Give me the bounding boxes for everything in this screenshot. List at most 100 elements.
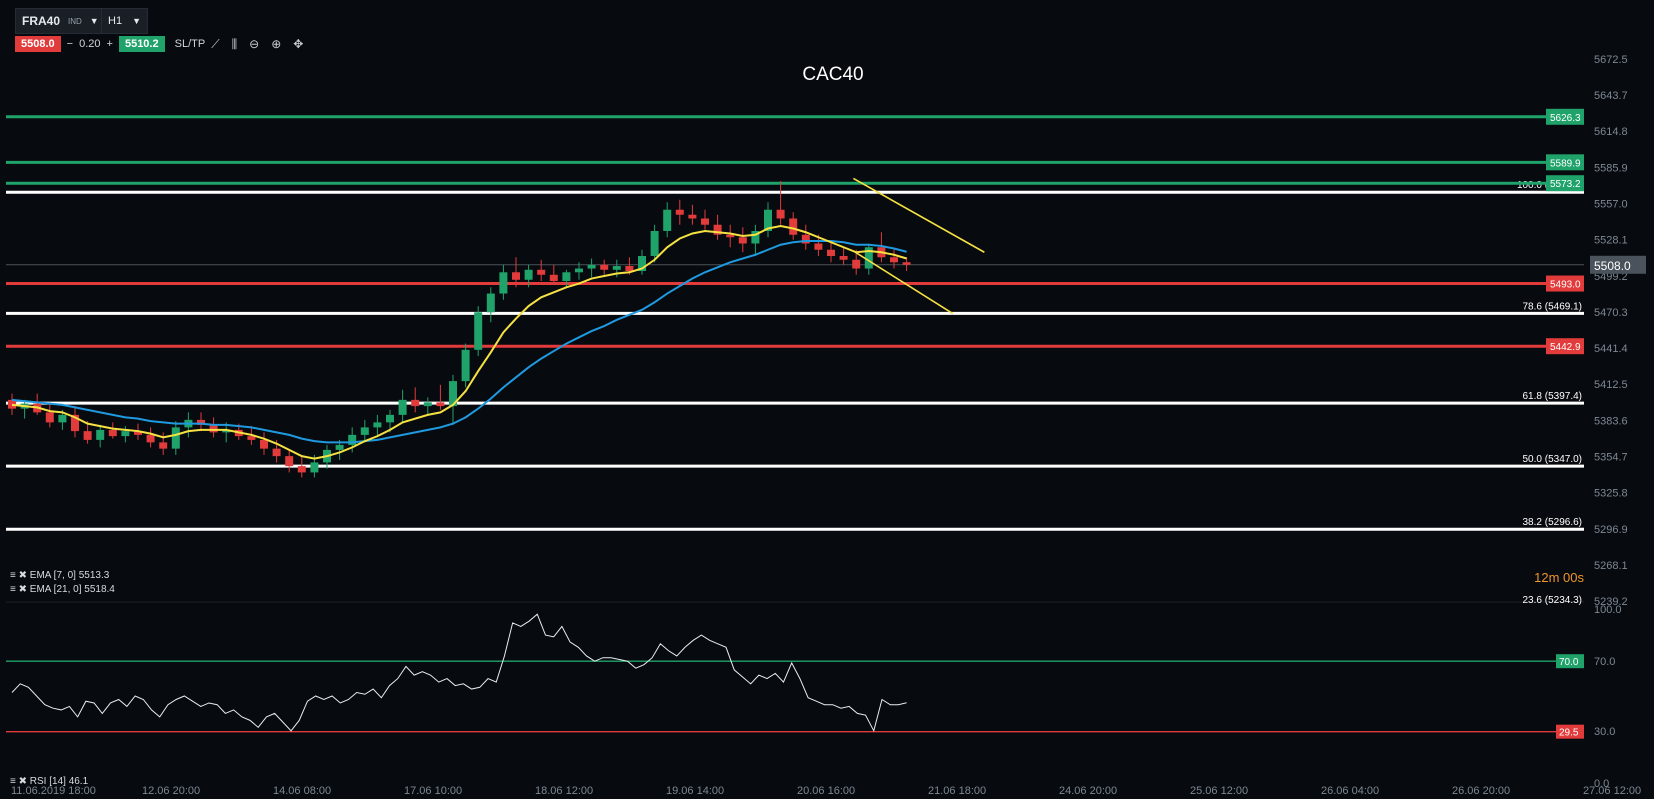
y-tick-label: 5412.5 bbox=[1594, 379, 1628, 391]
candle-body bbox=[688, 214, 697, 219]
fib-label: 78.6 (5469.1) bbox=[1523, 301, 1583, 312]
candle-body bbox=[386, 414, 394, 423]
sltp-button[interactable]: SL/TP bbox=[174, 38, 206, 50]
rsi-legend: ≡ ✖ RSI [14] 46.1 bbox=[10, 776, 89, 787]
toolbar: ⟋ ⫼ ⊖ ⊕ ✥ bbox=[211, 37, 303, 52]
y-tick-label: 5441.4 bbox=[1594, 343, 1628, 355]
candle-body bbox=[83, 431, 92, 440]
candle-body bbox=[499, 272, 508, 294]
ema7-label: EMA [7, 0] 5513.3 bbox=[29, 570, 110, 581]
timeframe-selector[interactable]: H1 ▼ bbox=[101, 8, 148, 34]
chevron-down-icon: ▼ bbox=[132, 16, 141, 26]
candle-body bbox=[612, 266, 621, 270]
rsi-level-label: 29.5 bbox=[1559, 728, 1579, 739]
y-tick-label: 5296.9 bbox=[1594, 524, 1628, 536]
candle-body bbox=[864, 247, 873, 269]
zoom-out-icon[interactable]: ⊖ bbox=[249, 37, 260, 51]
candle-body bbox=[197, 419, 205, 425]
x-tick-label: 27.06 12:00 bbox=[1583, 785, 1641, 797]
candle-body bbox=[297, 466, 306, 473]
spread-decrease-button[interactable]: − bbox=[66, 38, 74, 50]
candle-timer: 12m 00s bbox=[1534, 570, 1584, 585]
candle-body bbox=[222, 429, 231, 433]
candle-body bbox=[537, 269, 546, 275]
y-tick-label: 5585.9 bbox=[1594, 162, 1628, 174]
candle-body bbox=[58, 414, 67, 423]
symbol-selector[interactable]: FRA40 IND ▼ bbox=[15, 8, 106, 34]
candle-body bbox=[247, 436, 256, 440]
candle-body bbox=[814, 243, 823, 250]
y-tick-label: 5643.7 bbox=[1594, 90, 1628, 102]
rsi-level-label: 70.0 bbox=[1559, 657, 1579, 668]
candle-body bbox=[96, 429, 105, 440]
fib-label: 50.0 (5347.0) bbox=[1523, 454, 1583, 465]
candle-body bbox=[701, 218, 709, 225]
candle-body bbox=[587, 264, 596, 269]
candle-body bbox=[373, 422, 382, 428]
resistance-label: 5589.9 bbox=[1550, 158, 1581, 169]
support-label: 5493.0 bbox=[1550, 280, 1581, 291]
fib-label: 38.2 (5296.6) bbox=[1523, 517, 1583, 528]
spread-value: 0.20 bbox=[79, 38, 101, 50]
y-tick-label: 5354.7 bbox=[1594, 452, 1628, 464]
ema21-label: EMA [21, 0] 5518.4 bbox=[29, 584, 115, 595]
candles-icon[interactable]: ⫼ bbox=[231, 36, 238, 51]
move-icon[interactable]: ✥ bbox=[293, 37, 304, 51]
candle-body bbox=[663, 209, 672, 231]
instrument-type: IND bbox=[68, 16, 82, 26]
candle-body bbox=[738, 237, 747, 244]
fib-label: 23.6 (5234.3) bbox=[1523, 595, 1583, 606]
rsi-label: RSI [14] 46.1 bbox=[29, 776, 89, 787]
candle-body bbox=[423, 402, 432, 407]
trade-bar: 5508.0 − 0.20 + 5510.2 SL/TP ⟋ ⫼ ⊖ ⊕ ✥ bbox=[15, 34, 303, 54]
ema21-legend: ≡ ✖ EMA [21, 0] 5518.4 bbox=[10, 584, 115, 595]
sell-button[interactable]: 5508.0 bbox=[15, 36, 61, 52]
candle-body bbox=[839, 256, 848, 260]
resistance-badge bbox=[1546, 108, 1584, 125]
candle-body bbox=[827, 249, 835, 257]
candle-body bbox=[134, 431, 142, 435]
chart-title: CAC40 bbox=[802, 64, 864, 85]
x-tick-label: 11.06.2019 18:00 bbox=[11, 785, 96, 797]
x-tick-label: 26.06 20:00 bbox=[1452, 785, 1510, 797]
resistance-label: 5626.3 bbox=[1550, 113, 1581, 124]
candle-body bbox=[713, 224, 722, 235]
rsi-level-badge bbox=[1556, 724, 1584, 739]
candle-body bbox=[121, 431, 130, 437]
chevron-down-icon: ▼ bbox=[89, 16, 99, 26]
timeframe-label: H1 bbox=[108, 15, 123, 27]
buy-button[interactable]: 5510.2 bbox=[118, 36, 165, 52]
y-tick-label: 5557.0 bbox=[1594, 198, 1628, 210]
x-tick-label: 26.06 04:00 bbox=[1321, 785, 1379, 797]
candle-body bbox=[8, 399, 16, 409]
candle-body bbox=[650, 230, 659, 257]
y-tick-label: 5470.3 bbox=[1594, 307, 1628, 319]
rsi-y-tick-label: 100.0 bbox=[1594, 604, 1622, 616]
line-chart-icon[interactable]: ⟋ bbox=[211, 36, 220, 51]
current-price-label: 5508.0 bbox=[1594, 259, 1631, 273]
channel-line bbox=[852, 177, 985, 253]
candle-body bbox=[902, 262, 911, 265]
candle-body bbox=[512, 272, 520, 280]
candle-body bbox=[398, 399, 407, 415]
zoom-in-icon[interactable]: ⊕ bbox=[271, 37, 282, 51]
candle-body bbox=[461, 349, 470, 382]
ema7-line bbox=[11, 224, 907, 460]
current-price-badge bbox=[1590, 255, 1646, 274]
symbol-label: FRA40 bbox=[22, 14, 61, 28]
spread-increase-button[interactable]: + bbox=[106, 38, 113, 50]
candle-body bbox=[474, 312, 483, 350]
candle-body bbox=[562, 272, 571, 282]
candle-body bbox=[108, 429, 117, 437]
y-tick-label: 5268.1 bbox=[1594, 560, 1628, 572]
x-tick-label: 20.06 16:00 bbox=[797, 785, 855, 797]
x-tick-label: 12.06 20:00 bbox=[142, 785, 200, 797]
candle-body bbox=[285, 456, 294, 467]
candle-body bbox=[335, 444, 344, 450]
candle-body bbox=[890, 257, 898, 263]
y-tick-label: 5499.2 bbox=[1594, 271, 1628, 283]
candle-body bbox=[575, 268, 583, 273]
support-badge bbox=[1546, 338, 1584, 355]
x-tick-label: 25.06 12:00 bbox=[1190, 785, 1248, 797]
